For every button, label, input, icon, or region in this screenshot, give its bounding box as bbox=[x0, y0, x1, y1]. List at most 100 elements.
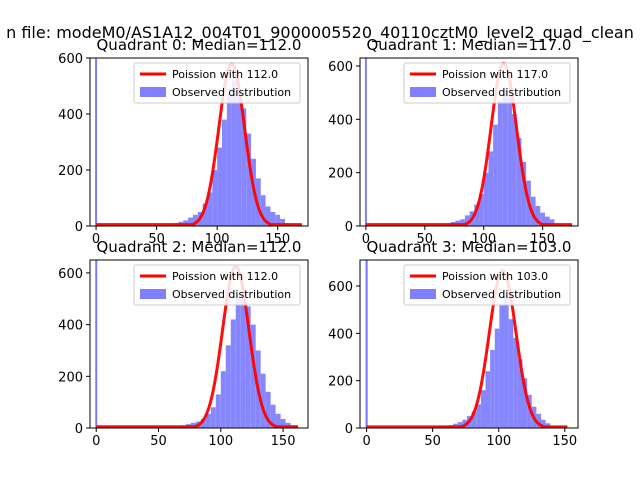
histogram-bar bbox=[502, 87, 508, 226]
histogram-bar bbox=[497, 100, 503, 226]
chart-title: Quadrant 0: Median=112.0 bbox=[97, 36, 302, 54]
axes-frame bbox=[89, 259, 309, 429]
legend-label: Poission with 103.0 bbox=[442, 270, 548, 283]
x-tick-label: 50 bbox=[150, 434, 167, 449]
legend-label: Poission with 112.0 bbox=[172, 68, 278, 81]
histogram-bar bbox=[220, 371, 226, 428]
histogram-bar bbox=[250, 324, 256, 428]
histogram-bar bbox=[275, 413, 281, 428]
histogram-bar bbox=[215, 394, 221, 428]
histogram-bar bbox=[200, 418, 206, 428]
histogram-bar bbox=[210, 407, 216, 428]
histogram-bar bbox=[457, 422, 463, 428]
poisson-curve bbox=[364, 61, 574, 226]
y-tick-label: 600 bbox=[328, 60, 353, 75]
histogram-bar bbox=[499, 304, 505, 428]
x-tick-label: 100 bbox=[471, 232, 496, 247]
y-tick-label: 600 bbox=[328, 280, 353, 295]
histogram-bar bbox=[192, 214, 198, 226]
x-tick-label: 50 bbox=[424, 434, 441, 449]
zero-bin-bar bbox=[95, 260, 98, 428]
zero-bin-bar bbox=[364, 58, 367, 226]
y-tick-label: 600 bbox=[58, 267, 83, 282]
x-tick-label: 150 bbox=[552, 434, 577, 449]
histogram-bar bbox=[493, 124, 498, 226]
legend-box bbox=[403, 264, 571, 306]
histogram-bar bbox=[494, 328, 500, 428]
chart-panel-3: 0 50 100 150 0 200 400 600 Quadrant 3: Median=10… bbox=[328, 238, 579, 449]
plot-area-0 bbox=[95, 58, 303, 226]
histogram-bar bbox=[280, 418, 286, 428]
legend-label: Poission with 117.0 bbox=[442, 68, 548, 81]
histogram-bar bbox=[508, 319, 514, 428]
y-tick-label: 0 bbox=[345, 422, 353, 437]
y-tick-label: 200 bbox=[328, 375, 353, 390]
x-tick-label: 0 bbox=[362, 232, 370, 247]
histogram-bar bbox=[236, 91, 242, 226]
histogram-bar bbox=[270, 404, 276, 428]
legend: Poission with 112.0 Observed distribution bbox=[133, 62, 301, 104]
poisson-curve bbox=[95, 264, 299, 428]
histogram-bar bbox=[270, 212, 276, 226]
legend-box bbox=[133, 62, 301, 104]
histogram-bar bbox=[545, 216, 550, 226]
y-tick-label: 200 bbox=[58, 164, 83, 179]
legend-label: Poission with 112.0 bbox=[172, 270, 278, 283]
legend-bar-swatch bbox=[140, 289, 166, 299]
legend-label: Observed distribution bbox=[172, 288, 291, 301]
histogram-bar bbox=[246, 133, 252, 226]
axes-frame bbox=[89, 57, 309, 227]
y-tick-label: 400 bbox=[58, 319, 83, 334]
histogram-bar bbox=[235, 298, 241, 428]
legend: Poission with 117.0 Observed distribution bbox=[403, 62, 571, 104]
x-tick-label: 0 bbox=[92, 434, 100, 449]
histogram-bar bbox=[275, 214, 281, 226]
plot-area-2 bbox=[95, 260, 299, 428]
figure-title: n file: modeM0/AS1A12_004T01_9000005520_… bbox=[6, 23, 634, 43]
histogram-bar bbox=[541, 419, 546, 428]
y-tick-label: 400 bbox=[328, 327, 353, 342]
poisson-curve bbox=[95, 62, 303, 226]
legend-bar-swatch bbox=[410, 87, 436, 97]
legend: Poission with 112.0 Observed distribution bbox=[133, 264, 301, 306]
chart-panel-1: 0 50 100 150 0 200 400 600 Quadrant 1: Median=11… bbox=[328, 36, 579, 247]
histogram-bar bbox=[240, 288, 246, 428]
histogram-bar bbox=[205, 413, 211, 428]
chart-panel-0: 0 50 100 150 0 200 400 600 Quadrant 0: Median=11… bbox=[58, 36, 309, 247]
histogram-bar bbox=[471, 411, 477, 428]
y-tick-label: 0 bbox=[345, 220, 353, 235]
x-tick-label: 150 bbox=[271, 434, 296, 449]
histogram-bar bbox=[479, 194, 484, 226]
histogram-bar bbox=[522, 378, 528, 428]
plot-area-1 bbox=[364, 58, 574, 226]
histogram-bar bbox=[207, 192, 213, 226]
x-tick-label: 150 bbox=[265, 232, 290, 247]
histogram-bar bbox=[460, 219, 465, 226]
zero-bin-bar bbox=[95, 58, 98, 226]
histogram-bar bbox=[225, 345, 231, 428]
plot-area-3 bbox=[365, 260, 569, 428]
histogram-bar bbox=[245, 306, 251, 428]
x-tick-label: 0 bbox=[362, 434, 370, 449]
histogram-bar bbox=[490, 349, 495, 428]
histogram-bar bbox=[212, 170, 218, 226]
axes-frame bbox=[359, 259, 579, 429]
y-tick-label: 0 bbox=[75, 422, 83, 437]
chart-panel-2: 0 50 100 150 0 200 400 600 Quadrant 2: Median=11… bbox=[58, 238, 309, 449]
histogram-bar bbox=[265, 206, 271, 226]
histogram-bar bbox=[521, 162, 527, 226]
histogram-bar bbox=[512, 114, 517, 226]
histogram-bar bbox=[535, 206, 541, 226]
x-tick-label: 50 bbox=[148, 232, 165, 247]
x-tick-label: 50 bbox=[417, 232, 434, 247]
zero-bin-bar bbox=[365, 260, 368, 428]
histogram-bar bbox=[488, 151, 494, 226]
axes-frame bbox=[359, 57, 579, 227]
legend-label: Observed distribution bbox=[442, 86, 561, 99]
legend: Poission with 103.0 Observed distribution bbox=[403, 264, 571, 306]
histogram-bar bbox=[517, 359, 523, 428]
histogram-bar bbox=[230, 319, 236, 428]
histogram-bar bbox=[476, 404, 481, 428]
histogram-bar bbox=[280, 219, 285, 226]
histogram-bar bbox=[474, 204, 480, 226]
